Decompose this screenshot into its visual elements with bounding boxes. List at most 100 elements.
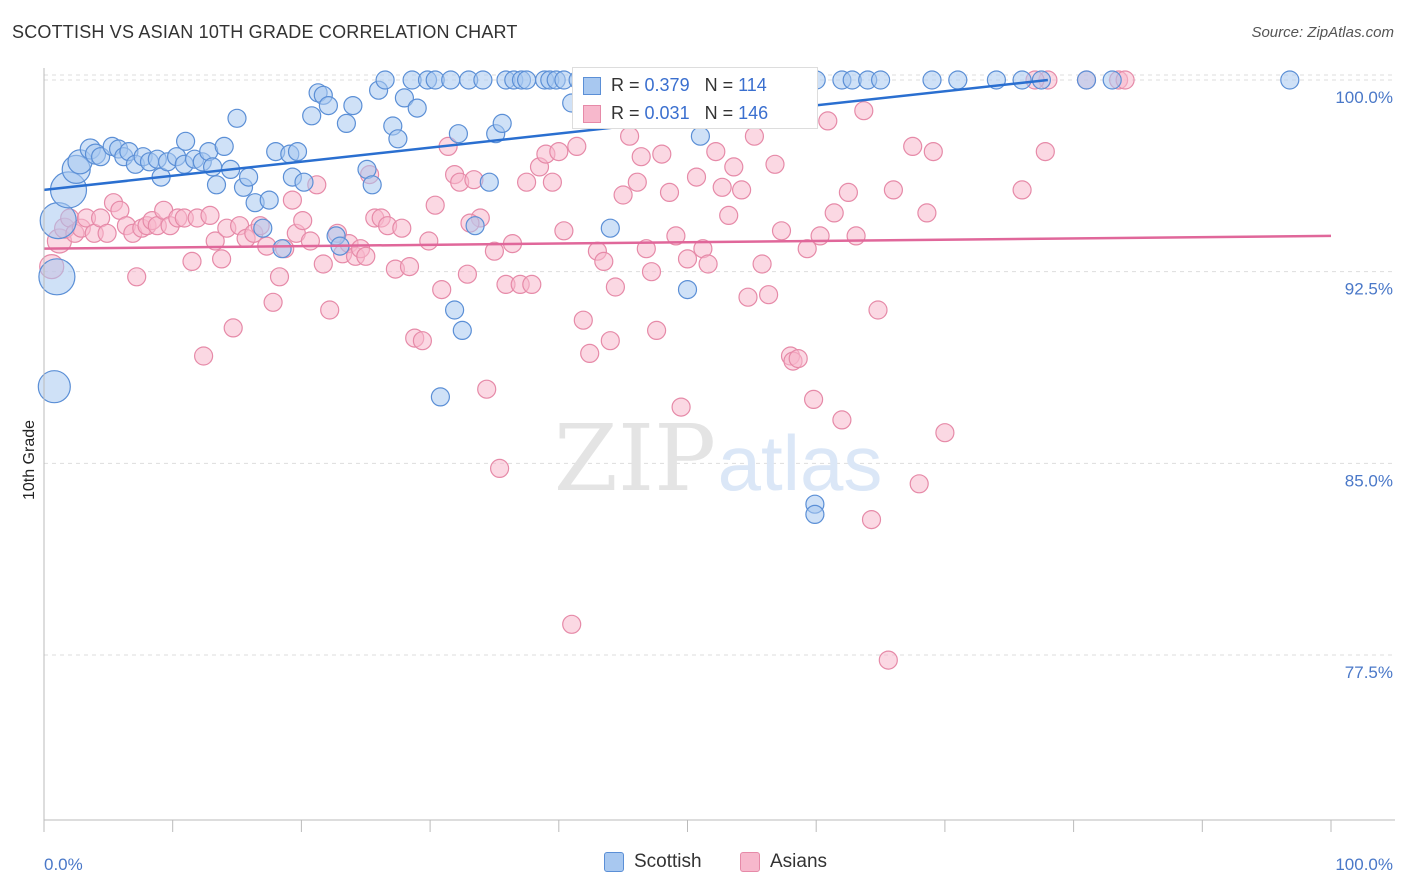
asians-point <box>522 274 542 294</box>
asians-point <box>666 226 686 246</box>
scottish-point <box>214 136 234 156</box>
scottish-point <box>336 113 356 134</box>
n-value: 114 <box>738 75 767 95</box>
scottish-point <box>479 172 499 192</box>
asians-legend-swatch <box>740 851 760 872</box>
scottish-point <box>394 88 414 108</box>
scottish-point <box>870 70 891 90</box>
asians-point <box>719 205 739 225</box>
scottish-point <box>388 129 408 149</box>
scottish-point <box>441 70 461 90</box>
scottish-point <box>677 280 698 300</box>
asians-point <box>399 257 420 277</box>
asians-point <box>724 157 744 177</box>
scottish-point <box>407 98 427 118</box>
scottish-point <box>318 95 338 116</box>
asians-point <box>765 154 785 174</box>
asians-point <box>263 292 283 312</box>
r-label: R = <box>611 75 640 95</box>
asians-point <box>432 280 452 300</box>
asians-point <box>854 101 874 121</box>
scottish-point <box>805 504 825 525</box>
n-label: N = <box>704 103 734 123</box>
asians-point <box>549 142 569 162</box>
asians-point <box>838 182 859 202</box>
asians-swatch <box>583 105 601 124</box>
asians-point <box>542 172 563 192</box>
asians-point <box>627 172 647 192</box>
asians-point <box>127 267 147 287</box>
scottish-point <box>362 175 382 195</box>
asians-point <box>631 147 651 167</box>
legend-item-scottish[interactable]: Scottish <box>604 851 702 873</box>
asians-point <box>868 300 888 320</box>
scottish-point <box>38 258 76 296</box>
y-tick-label: 85.0% <box>1345 471 1393 490</box>
n-label: N = <box>704 75 734 95</box>
asians-point <box>613 185 633 205</box>
scottish-point <box>343 95 363 116</box>
asians-point <box>484 241 504 261</box>
scottish-point <box>176 131 196 151</box>
scottish-point <box>375 70 395 90</box>
scottish-point <box>922 70 942 90</box>
asians-point <box>636 239 656 259</box>
asians-point <box>293 211 313 231</box>
asians-point <box>594 251 614 271</box>
legend-label-scottish: Scottish <box>634 851 702 872</box>
scottish-point <box>294 172 314 192</box>
asians-point <box>641 262 662 282</box>
asians-point <box>706 142 726 162</box>
legend-label-asians: Asians <box>770 851 828 872</box>
asians-point <box>269 267 290 287</box>
asians-point <box>935 423 955 443</box>
asians-point <box>320 300 340 320</box>
asians-point <box>917 203 937 223</box>
y-axis-label: 10th Grade <box>21 420 38 500</box>
asians-point <box>392 218 412 238</box>
asians-point <box>580 343 600 363</box>
asians-point <box>562 614 582 634</box>
asians-point <box>412 331 432 351</box>
scottish-point <box>37 370 71 404</box>
n-value: 146 <box>738 103 769 123</box>
asians-point <box>846 226 866 246</box>
asians-point <box>818 111 838 131</box>
asians-point <box>223 318 243 338</box>
scottish-point <box>227 108 247 128</box>
asians-point <box>619 126 640 146</box>
scottish-point <box>302 106 322 126</box>
asians-point <box>554 221 574 241</box>
asians-point <box>282 190 302 210</box>
asians-point <box>752 254 772 274</box>
r-value: 0.379 <box>644 75 690 95</box>
y-tick-label: 92.5% <box>1345 280 1393 299</box>
legend-item-asians[interactable]: Asians <box>740 851 827 873</box>
asians-point <box>832 410 852 430</box>
asians-point <box>600 331 620 351</box>
scottish-point <box>239 167 259 187</box>
asians-point <box>605 277 626 297</box>
scottish-point <box>1076 70 1097 90</box>
asians-point <box>205 231 225 251</box>
asians-point <box>313 254 333 274</box>
asians-point <box>698 254 718 274</box>
asians-point <box>712 177 732 197</box>
asians-point <box>200 205 220 225</box>
asians-point <box>788 349 808 369</box>
scottish-swatch <box>583 77 601 96</box>
asians-point <box>567 136 587 156</box>
asians-point <box>646 320 667 340</box>
asians-point <box>457 264 477 284</box>
asians-point <box>516 172 537 192</box>
scottish-point <box>473 70 493 90</box>
scottish-point <box>445 300 465 320</box>
asians-point <box>419 231 439 251</box>
scottish-point <box>448 124 468 144</box>
scottish-point <box>492 113 512 134</box>
r-value: 0.031 <box>644 103 690 123</box>
scottish-point <box>1102 70 1122 90</box>
scottish-point <box>430 387 450 407</box>
scottish-point <box>600 218 620 238</box>
asians-point <box>861 509 882 530</box>
